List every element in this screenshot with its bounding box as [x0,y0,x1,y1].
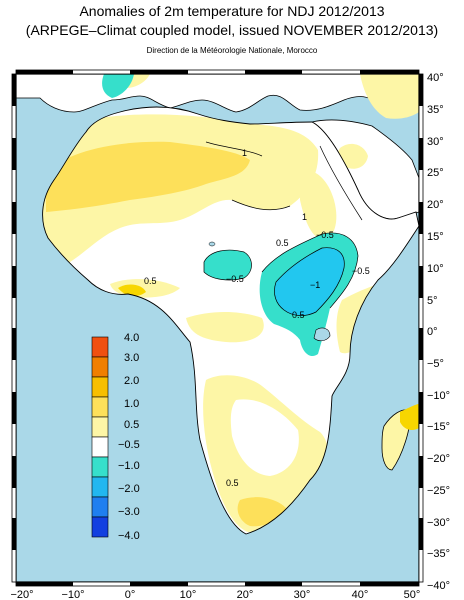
legend-swatch [91,416,109,438]
contour-line-west-neg05 [203,249,252,281]
legend-swatch [91,436,109,458]
legend-swatch [91,496,109,518]
lat-tick-label: 5° [427,295,438,307]
legend-label: −4.0 [118,530,140,542]
legend-label: 4.0 [124,332,139,344]
asia-positive-patch [360,74,419,119]
legend-swatch [91,516,109,538]
lat-tick-label: −35° [427,548,450,560]
lon-tick-label: 50° [404,589,421,600]
arabia-positive-patch [337,143,368,169]
lon-tick-label: −20° [10,589,33,600]
lat-tick-label: 30° [427,136,444,148]
contour-line-neg05 [261,232,359,309]
lat-tick-label: 20° [427,199,444,211]
lat-tick-label: −20° [427,453,450,465]
lake-victoria [313,327,331,342]
contour-line-05 [231,199,291,211]
lat-tick-label: 35° [427,104,444,116]
contour-label: 0.5 [226,478,239,488]
contour-label: −0.5 [226,274,244,284]
legend-label: −2.0 [118,483,140,495]
contour-label: −0.5 [316,230,334,240]
contour-label: −0.5 [352,266,370,276]
lat-tick-label: −25° [427,485,450,497]
east-africa-negative-strong [274,247,345,316]
lat-tick-label: −10° [427,390,450,402]
southern-neutral-zone [230,399,299,476]
central-positive-patch [186,312,264,343]
west-central-negative-patch [204,250,252,280]
legend-swatch [91,476,109,498]
lon-tick-label: 0° [125,589,136,600]
madagascar-positive-strong [400,404,419,430]
legend-label: −3.0 [118,506,140,518]
legend-swatch [91,336,109,358]
guinea-positive-strong [118,284,146,297]
contour-label: 1 [302,212,307,222]
legend-label: 1.0 [124,398,139,410]
europe-negative-patch [102,74,134,98]
lat-tick-label: −40° [427,580,450,592]
legend-swatch [91,396,109,418]
legend-label: −1.0 [118,460,140,472]
lon-tick-label: 40° [352,589,369,600]
contour-line-neg1 [274,247,345,316]
lon-tick-label: 30° [294,589,311,600]
contour-label: 0.5 [276,238,289,248]
contour-line-1 [205,141,263,157]
lat-tick-label: −15° [427,421,450,433]
legend-swatch [91,456,109,478]
lat-tick-label: −30° [427,517,450,529]
legend-label: 3.0 [124,352,139,364]
graticule-border [11,69,424,587]
legend-label: 2.0 [124,375,139,387]
contour-label: −1 [310,280,320,290]
lat-tick-label: 10° [427,263,444,275]
legend-label: −0.5 [118,439,140,451]
lat-tick-label: 25° [427,167,444,179]
lat-tick-label: 0° [427,326,438,338]
sahara-positive-strong [46,141,250,212]
legend: 4.0 3.0 2.0 1.0 0.5 −0.5 −1.0 −2.0 −3.0 … [91,332,140,542]
legend-swatch [91,356,109,378]
red-sea-coast [319,145,363,221]
lon-tick-label: 20° [237,589,254,600]
contour-label: 0.5 [144,276,157,286]
lat-tick-label: 40° [427,72,444,84]
lon-tick-label: 10° [180,589,197,600]
nile-positive-patch [300,169,337,240]
contour-label: 0.5 [292,310,305,320]
lake-chad [208,241,216,247]
lat-tick-label: −5° [427,358,444,370]
lat-tick-label: 15° [427,231,444,243]
legend-swatch [91,376,109,398]
legend-label: 0.5 [124,419,139,431]
map-title: Anomalies of 2m temperature for NDJ 2012… [79,3,385,19]
map-subtitle: (ARPEGE–Climat coupled model, issued NOV… [25,22,439,38]
anomaly-map: 1 1 0.5 −0.5 −0.5 −0.5 −1 0.5 0.5 0.5 [10,69,450,600]
lon-tick-label: −10° [61,589,84,600]
contour-label: 1 [242,148,247,158]
map-credit: Direction de la Météorologie Nationale, … [146,46,318,55]
